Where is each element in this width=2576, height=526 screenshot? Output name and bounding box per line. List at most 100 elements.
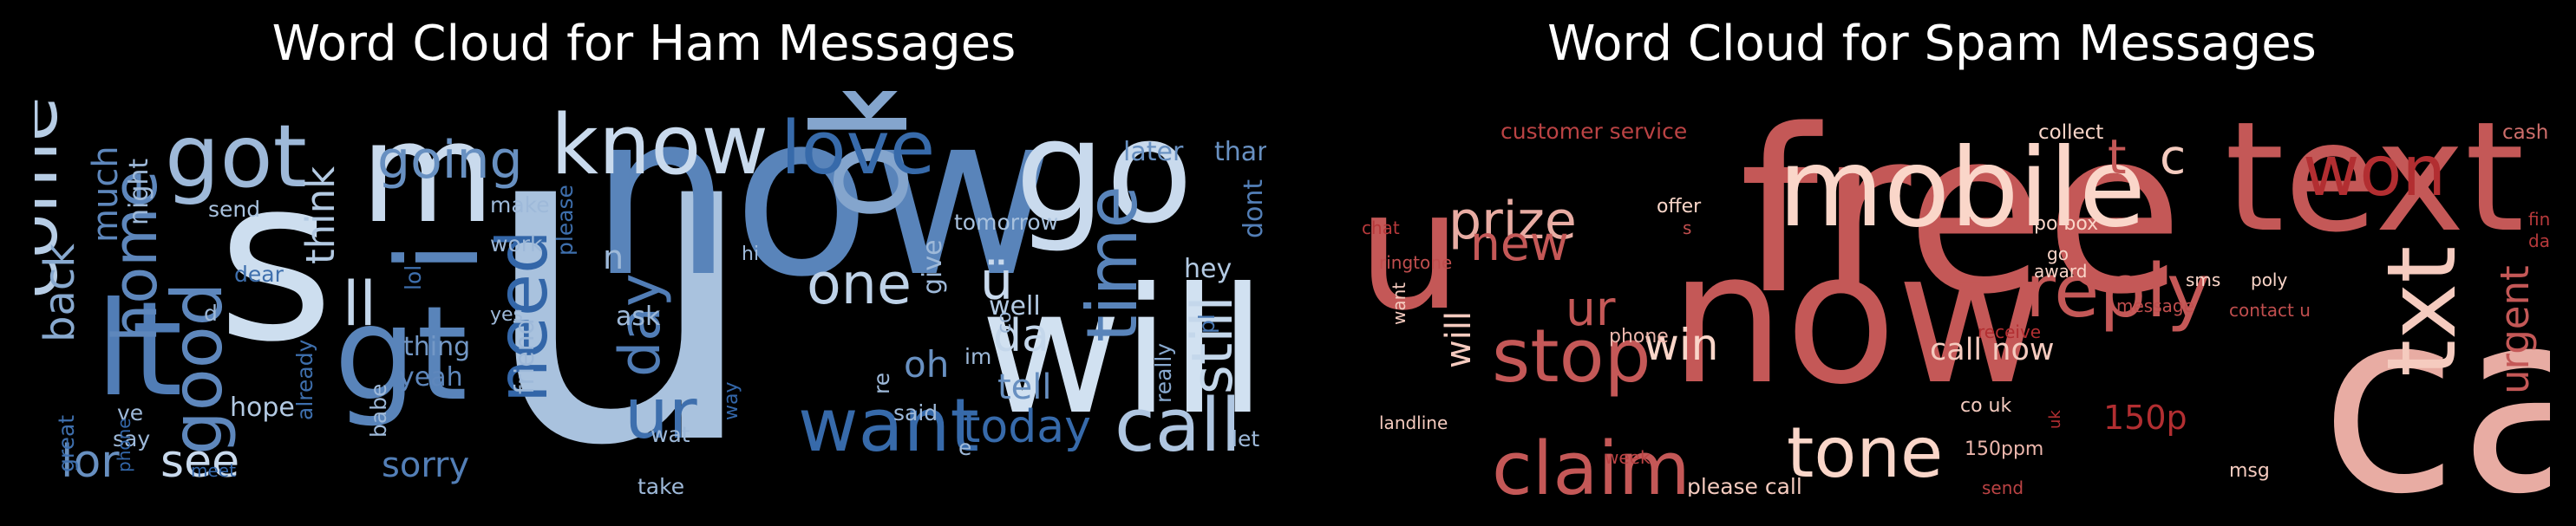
ham-word-home: home bbox=[100, 171, 171, 342]
spam-word-s: s bbox=[1683, 218, 1691, 238]
ham-word-send: send bbox=[208, 197, 260, 222]
spam-word-new: new bbox=[1470, 216, 1569, 271]
spam-word-uk: uk bbox=[2046, 410, 2064, 429]
ham-word-still: still bbox=[1180, 295, 1246, 394]
ham-word-need: need bbox=[482, 230, 563, 403]
ham-word-oh: oh bbox=[904, 343, 949, 386]
ham-word-got: got bbox=[165, 106, 307, 207]
spam-word-t: t bbox=[2108, 129, 2127, 185]
ham-word-know: know bbox=[551, 98, 768, 193]
spam-word-award: award bbox=[2034, 261, 2087, 282]
ham-word-e: e bbox=[958, 435, 971, 460]
ham-word-i: i bbox=[372, 242, 504, 273]
ham-word-yeah: yeah bbox=[399, 362, 463, 393]
ham-word-great: great bbox=[54, 415, 79, 472]
ham-word-give: give bbox=[918, 239, 948, 295]
spam-word-poly: poly bbox=[2251, 269, 2287, 290]
spam-word-call: call bbox=[2320, 257, 2550, 497]
ham-word-ok: ok bbox=[787, 91, 938, 221]
ham-word-will: will bbox=[980, 251, 1266, 453]
spam-word-won: won bbox=[2303, 131, 2446, 211]
ham-word-ll: ll bbox=[343, 269, 376, 340]
spam-word-chat: chat bbox=[1362, 218, 1400, 238]
spam-word-po-box: po box bbox=[2034, 213, 2098, 235]
ham-word-let: let bbox=[1232, 426, 1259, 451]
spam-word-offer: offer bbox=[1657, 196, 1702, 218]
ham-word-yes: yes bbox=[490, 304, 523, 326]
ham-word-dont: dont bbox=[1239, 179, 1266, 238]
ham-word-well: well bbox=[989, 291, 1041, 321]
spam-word-please-call: please call bbox=[1687, 474, 1802, 497]
ham-word-ü: ü bbox=[980, 251, 1013, 312]
spam-word-week: week bbox=[1605, 447, 1651, 468]
ham-word-tell: tell bbox=[997, 367, 1052, 407]
ham-word-im: im bbox=[964, 344, 991, 369]
spam-word-msg: msg bbox=[2229, 460, 2270, 482]
ham-word-today: today bbox=[963, 401, 1091, 453]
spam-word-call-now: call now bbox=[1930, 333, 2055, 367]
ham-word-want: want bbox=[798, 383, 979, 469]
ham-word-please: please bbox=[552, 185, 578, 256]
ham-word-tomorrow: tomorrow bbox=[954, 210, 1058, 235]
ham-word-much: much bbox=[86, 146, 126, 243]
ham-wordcloud-panel: Word Cloud for Ham Messages u now s will go m… bbox=[35, 16, 1266, 497]
spam-chart-title: Word Cloud for Spam Messages bbox=[1547, 16, 2317, 72]
spam-word-c: c bbox=[2160, 129, 2186, 185]
ham-word-dear: dear bbox=[234, 262, 284, 287]
spam-word-sms: sms bbox=[2186, 269, 2220, 290]
ham-word-hi: hi bbox=[742, 244, 759, 265]
ham-word-work: work bbox=[490, 231, 543, 257]
ham-word-going: going bbox=[377, 130, 523, 191]
ham-word-thing: thing bbox=[403, 332, 470, 362]
ham-word-think: think bbox=[297, 166, 343, 264]
ham-word-go: go bbox=[1015, 91, 1193, 255]
spam-word-prize: prize bbox=[1448, 191, 1577, 251]
spam-word-send: send bbox=[1982, 477, 2024, 497]
spam-word-win: win bbox=[1644, 320, 1718, 370]
spam-word-150p: 150p bbox=[2103, 399, 2187, 437]
ham-word-babe: babe bbox=[366, 384, 391, 438]
ham-word-call: call bbox=[1115, 383, 1241, 469]
ham-word-hey: hey bbox=[1184, 254, 1232, 284]
ham-word-gt: gt bbox=[334, 279, 467, 430]
ham-word-really: really bbox=[1151, 343, 1176, 403]
ham-word-sorry: sorry bbox=[382, 445, 469, 485]
spam-word-ur: ur bbox=[1566, 281, 1616, 336]
ham-word-day: day bbox=[608, 273, 673, 377]
spam-wordcloud-panel: Word Cloud for Spam Messages call freenow… bbox=[1288, 0, 2576, 526]
spam-word-claim: claim bbox=[1492, 426, 1690, 497]
spam-word-collect: collect bbox=[2038, 121, 2103, 144]
spam-word-landline: landline bbox=[1379, 412, 1448, 433]
ham-word-hope: hope bbox=[230, 393, 295, 423]
ham-wordcloud: u now s will go m ok gt lt got know love come call wan… bbox=[35, 91, 1266, 497]
ham-word-back: back bbox=[36, 244, 84, 342]
ham-word-ve: ve bbox=[117, 400, 143, 425]
ham-word-lor: lor bbox=[61, 436, 120, 488]
spam-word-txt: txt bbox=[2366, 246, 2477, 377]
ham-word-come: come bbox=[35, 96, 75, 299]
spam-word-ringtone: ringtone bbox=[1379, 252, 1452, 273]
ham-word-make: make bbox=[490, 192, 550, 218]
spam-word-go: go bbox=[2047, 244, 2069, 264]
ham-word-phone: phone bbox=[114, 418, 134, 472]
spam-word-co-uk: co uk bbox=[1960, 395, 2011, 417]
spam-word-text: text bbox=[2225, 91, 2524, 266]
ham-word-now: now bbox=[590, 91, 1056, 327]
spam-word-150ppm: 150ppm bbox=[1965, 438, 2043, 460]
ham-word-later: later bbox=[1123, 137, 1184, 167]
ham-word-ask: ask bbox=[616, 302, 661, 332]
spam-word-will: will bbox=[1439, 311, 1479, 368]
ham-word-said: said bbox=[893, 400, 938, 425]
ham-word-night: night bbox=[124, 159, 154, 225]
spam-word-now: now bbox=[1670, 212, 2045, 425]
ham-word-da: da bbox=[993, 310, 1049, 362]
spam-word-contact-u: contact u bbox=[2229, 300, 2311, 321]
ham-word-n: n bbox=[603, 238, 624, 276]
spam-word-reply: reply bbox=[2025, 249, 2210, 334]
spam-word-stop: stop bbox=[1492, 314, 1651, 399]
spam-word-tone: tone bbox=[1787, 412, 1943, 493]
spam-word-receive: receive bbox=[1978, 321, 2041, 342]
